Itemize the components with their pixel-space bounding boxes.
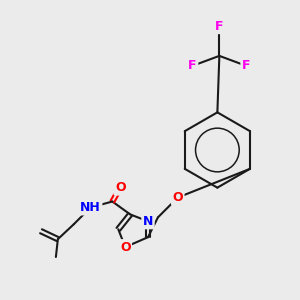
- Text: O: O: [115, 181, 126, 194]
- Text: NH: NH: [80, 201, 101, 214]
- Text: N: N: [143, 215, 153, 228]
- Text: O: O: [172, 191, 183, 204]
- Text: F: F: [188, 59, 197, 72]
- Text: F: F: [242, 59, 250, 72]
- Text: F: F: [215, 20, 224, 33]
- Text: O: O: [120, 241, 130, 254]
